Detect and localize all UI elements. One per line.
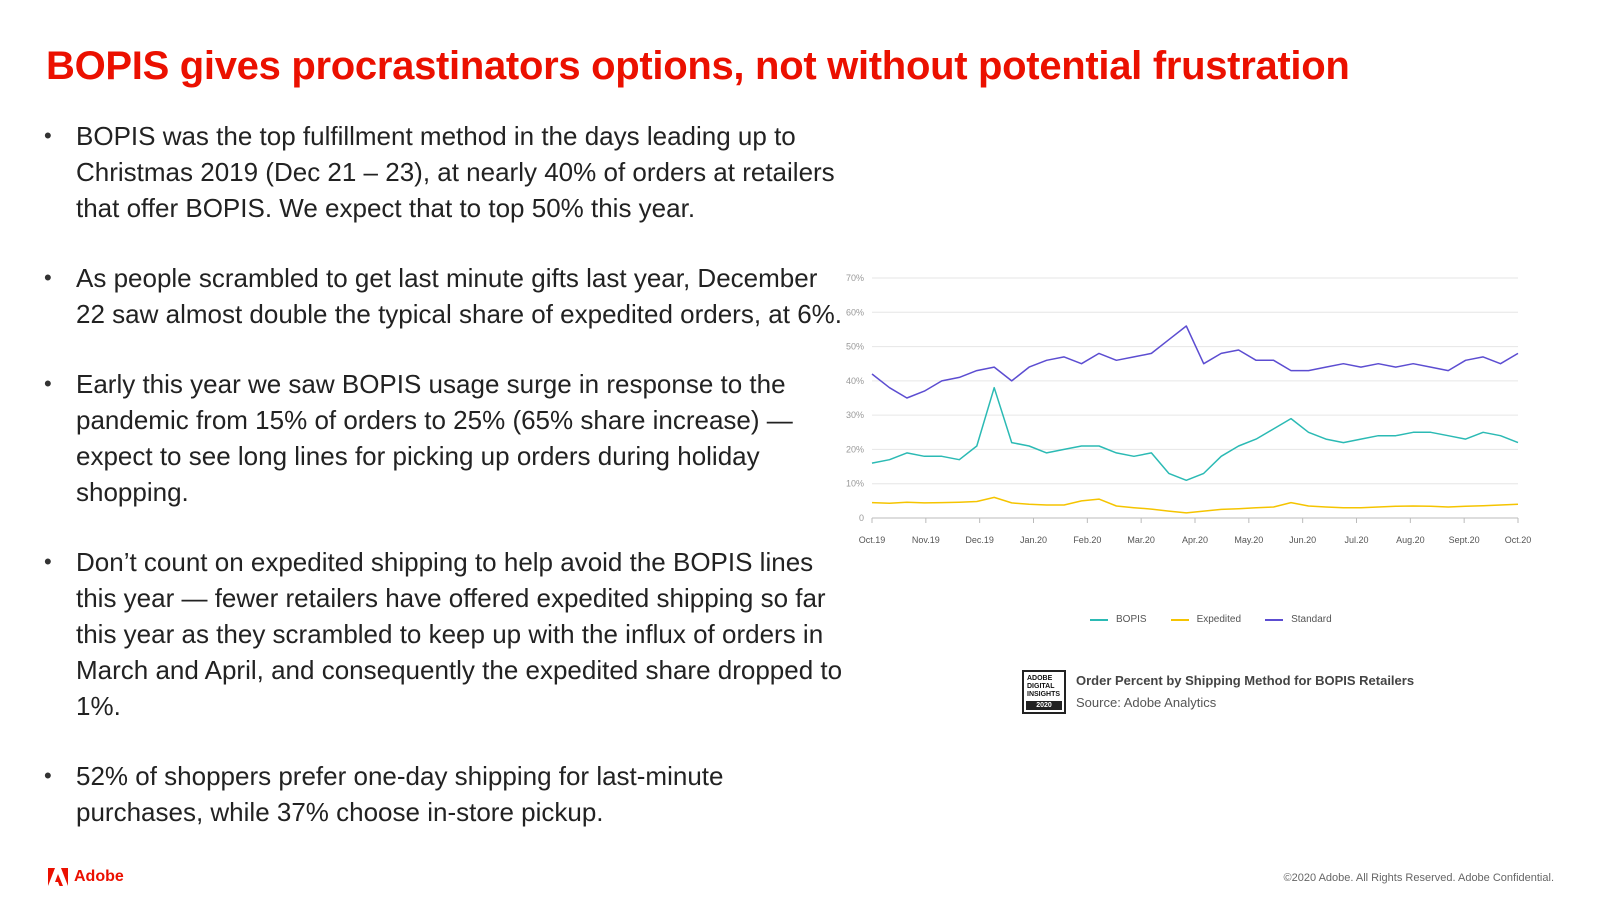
copyright-notice: ©2020 Adobe. All Rights Reserved. Adobe … bbox=[1283, 872, 1554, 884]
legend-label-expedited: Expedited bbox=[1196, 614, 1242, 625]
y-tick-label: 20% bbox=[846, 444, 864, 454]
bullet-symbol: • bbox=[44, 763, 52, 788]
bullet-item: • Early this year we saw BOPIS usage surg… bbox=[44, 366, 844, 510]
adobe-logo: Adobe bbox=[48, 868, 124, 886]
legend-item-expedited: Expedited bbox=[1170, 614, 1242, 625]
y-tick-label: 0 bbox=[859, 513, 864, 523]
badge-line: INSIGHTS bbox=[1027, 691, 1061, 698]
bullet-text: BOPIS was the top fulfillment method in … bbox=[76, 121, 835, 223]
bullet-symbol: • bbox=[44, 371, 52, 396]
legend-swatch-bopis bbox=[1090, 618, 1108, 621]
chart-caption-title: Order Percent by Shipping Method for BOP… bbox=[1076, 673, 1415, 688]
legend-label-standard: Standard bbox=[1291, 614, 1332, 625]
y-tick-label: 50% bbox=[846, 342, 864, 352]
badge-year: 2020 bbox=[1026, 701, 1062, 710]
adobe-digital-insights-badge: ADOBE DIGITAL INSIGHTS 2020 bbox=[1022, 670, 1066, 714]
y-tick-label: 10% bbox=[846, 479, 864, 489]
bullet-item: • BOPIS was the top fulfillment method in… bbox=[44, 118, 844, 226]
series-line-standard bbox=[871, 325, 1519, 399]
bullet-item: • Don’t count on expedited shipping to he… bbox=[44, 544, 844, 724]
shipping-method-line-chart: 0 10% 20% 30% 40% 50% 60% 70% Oct.19 Nov.19 Dec.19… bbox=[846, 273, 1532, 545]
x-tick-label: Oct.20 bbox=[1505, 535, 1532, 545]
chart-legend: BOPIS Expedited Standard bbox=[1090, 614, 1332, 625]
adobe-logo-text: Adobe bbox=[74, 868, 124, 885]
bullet-symbol: • bbox=[44, 549, 52, 574]
slide-title: BOPIS gives procrastinators options, not… bbox=[46, 44, 1350, 88]
adobe-logo-icon bbox=[48, 868, 68, 886]
badge-line: DIGITAL bbox=[1027, 683, 1055, 690]
x-tick-label: Nov.19 bbox=[912, 535, 940, 545]
series-line-bopis bbox=[871, 386, 1519, 482]
x-tick-label: Jun.20 bbox=[1289, 535, 1316, 545]
y-tick-label: 30% bbox=[846, 410, 864, 420]
y-tick-label: 60% bbox=[846, 307, 864, 317]
x-tick-label: Sept.20 bbox=[1449, 535, 1480, 545]
x-tick-label: May.20 bbox=[1234, 535, 1263, 545]
bullet-symbol: • bbox=[44, 265, 52, 290]
x-tick-label: Oct.19 bbox=[859, 535, 886, 545]
x-tick-label: Jan.20 bbox=[1020, 535, 1047, 545]
x-tick-label: Mar.20 bbox=[1127, 535, 1155, 545]
legend-item-bopis: BOPIS bbox=[1090, 614, 1147, 625]
bullet-symbol: • bbox=[44, 123, 52, 148]
chart-caption: ADOBE DIGITAL INSIGHTS 2020 Order Percen… bbox=[1022, 670, 1414, 714]
x-tick-label: Dec.19 bbox=[965, 535, 994, 545]
bullet-text: 52% of shoppers prefer one-day shipping … bbox=[76, 761, 724, 827]
y-tick-label: 70% bbox=[846, 273, 864, 283]
legend-swatch-standard bbox=[1265, 618, 1284, 621]
x-tick-label: Apr.20 bbox=[1182, 535, 1208, 545]
bullet-item: • 52% of shoppers prefer one-day shipping… bbox=[44, 758, 844, 830]
x-tick-label: Aug.20 bbox=[1396, 535, 1425, 545]
chart-caption-source: Source: Adobe Analytics bbox=[1076, 695, 1217, 710]
x-tick-label: Jul.20 bbox=[1344, 535, 1368, 545]
y-tick-label: 40% bbox=[846, 376, 864, 386]
bullet-text: As people scrambled to get last minute g… bbox=[76, 263, 842, 329]
legend-label-bopis: BOPIS bbox=[1116, 614, 1147, 625]
x-tick-label: Feb.20 bbox=[1073, 535, 1101, 545]
legend-swatch-expedited bbox=[1170, 618, 1189, 621]
bullet-list: • BOPIS was the top fulfillment method in… bbox=[44, 118, 844, 864]
badge-line: ADOBE bbox=[1027, 675, 1053, 682]
series-line-expedited bbox=[871, 496, 1519, 514]
bullet-item: • As people scrambled to get last minute … bbox=[44, 260, 844, 332]
bullet-text: Early this year we saw BOPIS usage surge… bbox=[76, 369, 793, 507]
legend-item-standard: Standard bbox=[1265, 614, 1332, 625]
bullet-text: Don’t count on expedited shipping to hel… bbox=[76, 547, 843, 721]
